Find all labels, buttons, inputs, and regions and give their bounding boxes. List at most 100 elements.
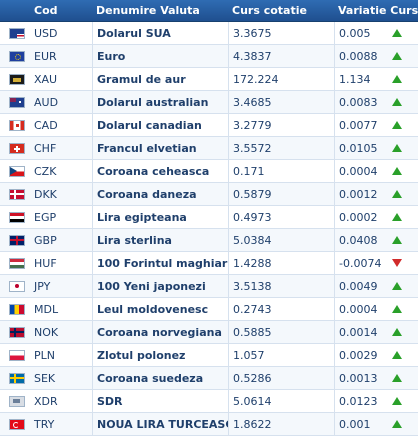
rate-variation: 1.134: [339, 72, 371, 86]
currency-name: Dolarul canadian: [92, 114, 228, 136]
currency-code: HUF: [34, 256, 57, 270]
currency-name: Euro: [92, 45, 228, 67]
arrow-up-icon: [392, 305, 402, 313]
arrow-up-icon: [392, 236, 402, 244]
rate-variation: 0.0029: [339, 348, 378, 362]
table-row: SEK Coroana suedeza 0.5286 0.0013: [0, 367, 418, 390]
currency-code: XDR: [34, 394, 58, 408]
exchange-rate: 3.5572: [228, 137, 334, 159]
cell-code: CZK: [0, 165, 92, 178]
table-row: USD Dolarul SUA 3.3675 0.005: [0, 22, 418, 45]
cell-code: EUR: [0, 50, 92, 63]
table-row: GBP Lira sterlina 5.0384 0.0408: [0, 229, 418, 252]
arrow-up-icon: [392, 420, 402, 428]
rate-variation: 0.0012: [339, 187, 378, 201]
flag-us-icon: [9, 27, 25, 39]
rate-variation: 0.0088: [339, 49, 378, 63]
table-row: CZK Coroana ceheasca 0.171 0.0004: [0, 160, 418, 183]
arrow-up-icon: [392, 282, 402, 290]
currency-name: Zlotul polonez: [92, 344, 228, 366]
flag-gb-icon: [9, 234, 25, 246]
exchange-rate: 0.2743: [228, 298, 334, 320]
arrow-up-icon: [392, 29, 402, 37]
arrow-up-icon: [392, 167, 402, 175]
rate-variation: 0.0077: [339, 118, 378, 132]
flag-ca-icon: [9, 119, 25, 131]
exchange-rate: 0.5286: [228, 367, 334, 389]
currency-name: Coroana norvegiana: [92, 321, 228, 343]
table-body: USD Dolarul SUA 3.3675 0.005 EUR Euro 4.3837 0.…: [0, 22, 418, 436]
currency-code: NOK: [34, 325, 59, 339]
currency-code: CZK: [34, 164, 57, 178]
table-row: CHF Francul elvetian 3.5572 0.0105: [0, 137, 418, 160]
rate-variation: 0.001: [339, 417, 371, 431]
currency-code: USD: [34, 26, 58, 40]
cell-code: XDR: [0, 395, 92, 408]
currency-code: GBP: [34, 233, 57, 247]
cell-variation: 0.0408: [334, 229, 418, 251]
currency-code: AUD: [34, 95, 59, 109]
currency-code: JPY: [34, 279, 51, 293]
currency-code: XAU: [34, 72, 58, 86]
arrow-up-icon: [392, 75, 402, 83]
currency-name: Coroana ceheasca: [92, 160, 228, 182]
currency-name: Francul elvetian: [92, 137, 228, 159]
cell-variation: 0.0123: [334, 390, 418, 412]
flag-eg-icon: [9, 211, 25, 223]
arrow-up-icon: [392, 328, 402, 336]
arrow-up-icon: [392, 98, 402, 106]
cell-code: HUF: [0, 257, 92, 270]
cell-variation: 0.001: [334, 413, 418, 435]
rate-variation: 0.0013: [339, 371, 378, 385]
table-row: EGP Lira egipteana 0.4973 0.0002: [0, 206, 418, 229]
exchange-rate: 1.057: [228, 344, 334, 366]
currency-name: Lira egipteana: [92, 206, 228, 228]
arrow-up-icon: [392, 397, 402, 405]
table-row: JPY 100 Yeni japonezi 3.5138 0.0049: [0, 275, 418, 298]
currency-name: NOUA LIRA TURCEASCA: [92, 413, 228, 435]
flag-jp-icon: [9, 280, 25, 292]
currency-name: Leul moldovenesc: [92, 298, 228, 320]
cell-variation: 0.0088: [334, 45, 418, 67]
currency-code: CHF: [34, 141, 57, 155]
table-row: AUD Dolarul australian 3.4685 0.0083: [0, 91, 418, 114]
rate-variation: -0.0074: [339, 256, 382, 270]
flag-pl-icon: [9, 349, 25, 361]
exchange-rate: 5.0384: [228, 229, 334, 251]
currency-code: EGP: [34, 210, 57, 224]
currency-code: DKK: [34, 187, 57, 201]
exchange-rate: 5.0614: [228, 390, 334, 412]
cell-code: PLN: [0, 349, 92, 362]
cell-code: EGP: [0, 211, 92, 224]
rate-variation: 0.0002: [339, 210, 378, 224]
cell-code: MDL: [0, 303, 92, 316]
flag-ch-icon: [9, 142, 25, 154]
exchange-rate: 4.3837: [228, 45, 334, 67]
rate-variation: 0.0004: [339, 164, 378, 178]
table-row: CAD Dolarul canadian 3.2779 0.0077: [0, 114, 418, 137]
cell-variation: 0.0014: [334, 321, 418, 343]
currency-name: 100 Forintul maghiar: [92, 252, 228, 274]
flag-no-icon: [9, 326, 25, 338]
header-code: Cod: [34, 4, 58, 17]
table-row: XAU Gramul de aur 172.224 1.134: [0, 68, 418, 91]
sdr-icon: [9, 395, 25, 407]
cell-code: DKK: [0, 188, 92, 201]
rate-variation: 0.0083: [339, 95, 378, 109]
cell-variation: 0.0013: [334, 367, 418, 389]
arrow-up-icon: [392, 144, 402, 152]
flag-eu-icon: [9, 50, 25, 62]
cell-code: CHF: [0, 142, 92, 155]
cell-code: AUD: [0, 96, 92, 109]
cell-code: GBP: [0, 234, 92, 247]
exchange-rate: 0.4973: [228, 206, 334, 228]
flag-cz-icon: [9, 165, 25, 177]
rate-variation: 0.0004: [339, 302, 378, 316]
currency-code: TRY: [34, 417, 55, 431]
cell-code: TRY: [0, 418, 92, 431]
cell-variation: 0.005: [334, 22, 418, 44]
currency-name: Coroana suedeza: [92, 367, 228, 389]
exchange-rate: 1.8622: [228, 413, 334, 435]
table-row: HUF 100 Forintul maghiar 1.4288 -0.0074: [0, 252, 418, 275]
